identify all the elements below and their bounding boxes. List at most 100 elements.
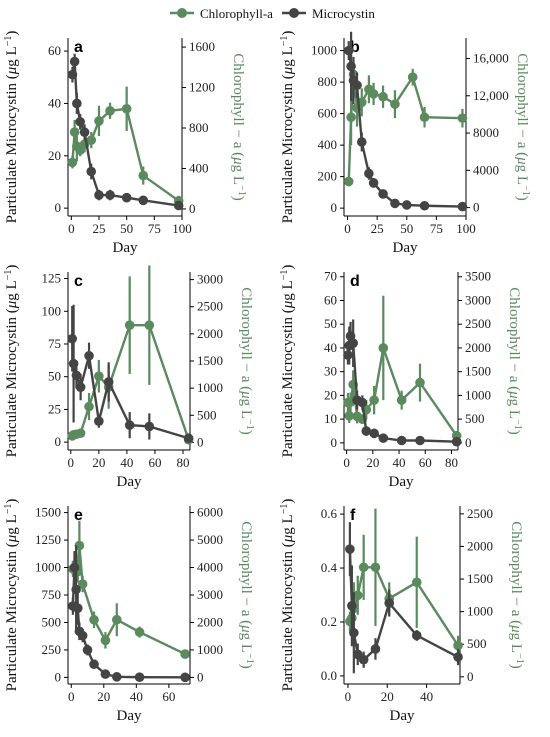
panel-f-letter: f <box>350 507 356 524</box>
panel-e-left-tick-label: 1500 <box>35 505 61 520</box>
panel-d-left-tick-label: 60 <box>324 292 337 307</box>
panel-f-microcystin-point <box>349 627 359 638</box>
panel-b-ylabel-left: Particulate Microcystin (μg L−1) <box>279 31 296 224</box>
panel-d-xlabel: Day <box>389 474 414 490</box>
legend-mc-label: Microcystin <box>312 6 375 21</box>
panel-d-right-tick-label: 1000 <box>465 387 491 402</box>
panel-b-ylabel-right-y_right_main: Chlorophyll − a ( <box>514 53 530 157</box>
panel-c-right-tick-label: 0 <box>197 434 204 449</box>
panel-a-ylabel-right-y_right_mu: μ <box>230 156 246 165</box>
panel-e-right-tick-label: 0 <box>197 669 204 684</box>
panel-a-x-tick-label: 0 <box>68 221 75 236</box>
panel-d-chlorophyll-point <box>369 395 379 405</box>
panel-e-chlorophyll-point <box>89 614 99 625</box>
panel-c-right-tick-label: 2000 <box>197 326 223 341</box>
panel-f-chlorophyll-point <box>352 590 363 601</box>
panel-a-ylabel-left-y_left_sup: −1 <box>3 36 14 47</box>
panel-b-ylabel-left-y_left_main: Particulate Microcystin ( <box>280 74 296 223</box>
panel-f-right-tick-label: 2500 <box>467 506 493 521</box>
panel-a-ylabel-right-y_right_sup: −1 <box>236 185 247 196</box>
panel-c-microcystin-line <box>71 338 189 440</box>
panel-c-microcystin-point <box>68 358 79 369</box>
panel-e-microcystin-point <box>82 645 93 655</box>
panel-f-ylabel-right-y_right_main: Chlorophyll − a ( <box>508 521 524 625</box>
panel-f-right-tick-label: 1500 <box>467 571 493 586</box>
panel-c-microcystin-point <box>124 420 135 430</box>
panel-c-ylabel-right-y_right_main: Chlorophyll − a ( <box>238 287 254 391</box>
panel-e-x-tick-label: 0 <box>68 689 75 704</box>
panel-d-ylabel-right-y_right_mu: μ <box>506 390 522 399</box>
legend-chl-label: Chlorophyll-a <box>200 6 273 21</box>
panel-b-left-tick-label: 600 <box>318 106 338 121</box>
panel-c-left-tick-label: 25 <box>48 401 61 416</box>
panel-d-microcystin-point <box>357 397 368 408</box>
panel-b-ylabel-right-y_right_sup: −1 <box>520 185 531 196</box>
panel-f-microcystin-point <box>453 652 463 662</box>
panel-c-ylabel-left-y_left_unit: g L <box>4 280 20 300</box>
panel-a-ylabel-right: Chlorophyll − a (μg L−1) <box>230 53 247 200</box>
panel-c-left-tick-label: 100 <box>42 303 62 318</box>
panel-e-x-tick-label: 20 <box>97 689 110 704</box>
panel-d-chlorophyll-point <box>378 343 389 353</box>
panel-f-right-tick-label: 500 <box>467 636 487 651</box>
panel-c-right-tick-label: 1500 <box>197 353 223 368</box>
panel-c-x-tick-label: 40 <box>120 455 133 470</box>
panel-a-ylabel-left: Particulate Microcystin (μg L−1) <box>3 31 20 224</box>
panel-a-left-tick-label: 60 <box>48 43 61 58</box>
panel-d-left-tick-label: 50 <box>324 316 337 331</box>
panel-c-right-tick-label: 500 <box>197 407 217 422</box>
panel-f-microcystin-point <box>370 644 381 654</box>
panel-f-ylabel-left-y_left_close: ) <box>280 499 296 504</box>
panel-f-left-tick-label: 0.2 <box>321 614 337 629</box>
panel-f-ylabel-right-y_right_sup: −1 <box>514 653 525 664</box>
panel-a-x-tick-label: 75 <box>148 221 161 236</box>
panel-d-left-tick-label: 70 <box>324 269 337 284</box>
panel-f-x-tick-label: 20 <box>381 689 394 704</box>
panel-f-right-tick-label: 1000 <box>467 604 493 619</box>
panel-e-chlorophyll-line <box>72 545 186 656</box>
panel-a-chlorophyll-point <box>86 135 97 145</box>
panel-d-x-tick-label: 60 <box>419 455 432 470</box>
panel-a-chlorophyll-point <box>105 106 115 116</box>
panel-c-right-tick-label: 2500 <box>197 299 223 314</box>
panel-f-left-tick-label: 0.0 <box>321 668 337 683</box>
panel-e-ylabel-left-y_left_mu: μ <box>4 534 20 543</box>
panel-b-x-tick-label: 25 <box>371 221 384 236</box>
panel-e-right-tick-label: 3000 <box>197 587 223 602</box>
panel-c-ylabel-left-y_left_close: ) <box>4 265 20 270</box>
panel-a-ylabel-left-y_left_main: Particulate Microcystin ( <box>4 74 20 223</box>
panel-e-right-tick-label: 6000 <box>197 505 223 520</box>
panel-b-x-tick-label: 100 <box>456 221 476 236</box>
panel-b-microcystin-point <box>457 201 468 212</box>
panel-a-left-tick-label: 0 <box>55 200 62 215</box>
panel-a-microcystin-point <box>72 98 82 109</box>
panel-d-chlorophyll-point <box>415 377 425 388</box>
panel-e-ylabel-right-y_right_main: Chlorophyll − a ( <box>238 521 254 625</box>
panel-a-left-tick-label: 20 <box>48 148 61 163</box>
panel-b-ylabel-left-y_left_mu: μ <box>280 66 296 75</box>
panel-d: 0 10 20 30 40 50 60 70 0 500 1000 1500 2000 2500 3000 3… <box>279 265 523 490</box>
panel-e-letter: e <box>74 507 83 524</box>
panel-a-ylabel-left-y_left_unit: g L <box>4 46 20 66</box>
panel-d-right-tick-label: 500 <box>465 411 485 426</box>
panel-e-microcystin-point <box>72 603 83 613</box>
panel-e-left-tick-label: 750 <box>42 587 62 602</box>
panel-a-x-tick-label: 50 <box>120 221 133 236</box>
panel-c-ylabel-right-y_right_close: ) <box>238 430 254 435</box>
panel-d-microcystin-point <box>396 435 407 446</box>
panel-d-ylabel-right-y_right_main: Chlorophyll − a ( <box>506 287 522 391</box>
panel-a-xlabel: Day <box>113 240 138 256</box>
panel-f-ylabel-right-y_right_close: ) <box>508 664 524 669</box>
panel-d-left-tick-label: 0 <box>331 435 338 450</box>
panel-c-ylabel-left: Particulate Microcystin (μg L−1) <box>3 265 20 458</box>
panel-c-microcystin-point <box>71 370 82 381</box>
panel-b-microcystin-point <box>346 61 356 72</box>
panel-e-xlabel: Day <box>117 708 142 724</box>
panel-b: 0 200 400 600 800 1000 0 4000 8000 12,000 16,000 0 2… <box>279 31 531 256</box>
panel-e-microcystin-point <box>89 659 99 670</box>
panel-f-chlorophyll-series <box>345 508 463 656</box>
panel-f-microcystin-point <box>384 598 395 608</box>
panel-d-microcystin-point <box>361 426 372 436</box>
panel-a-microcystin-point <box>94 190 104 200</box>
